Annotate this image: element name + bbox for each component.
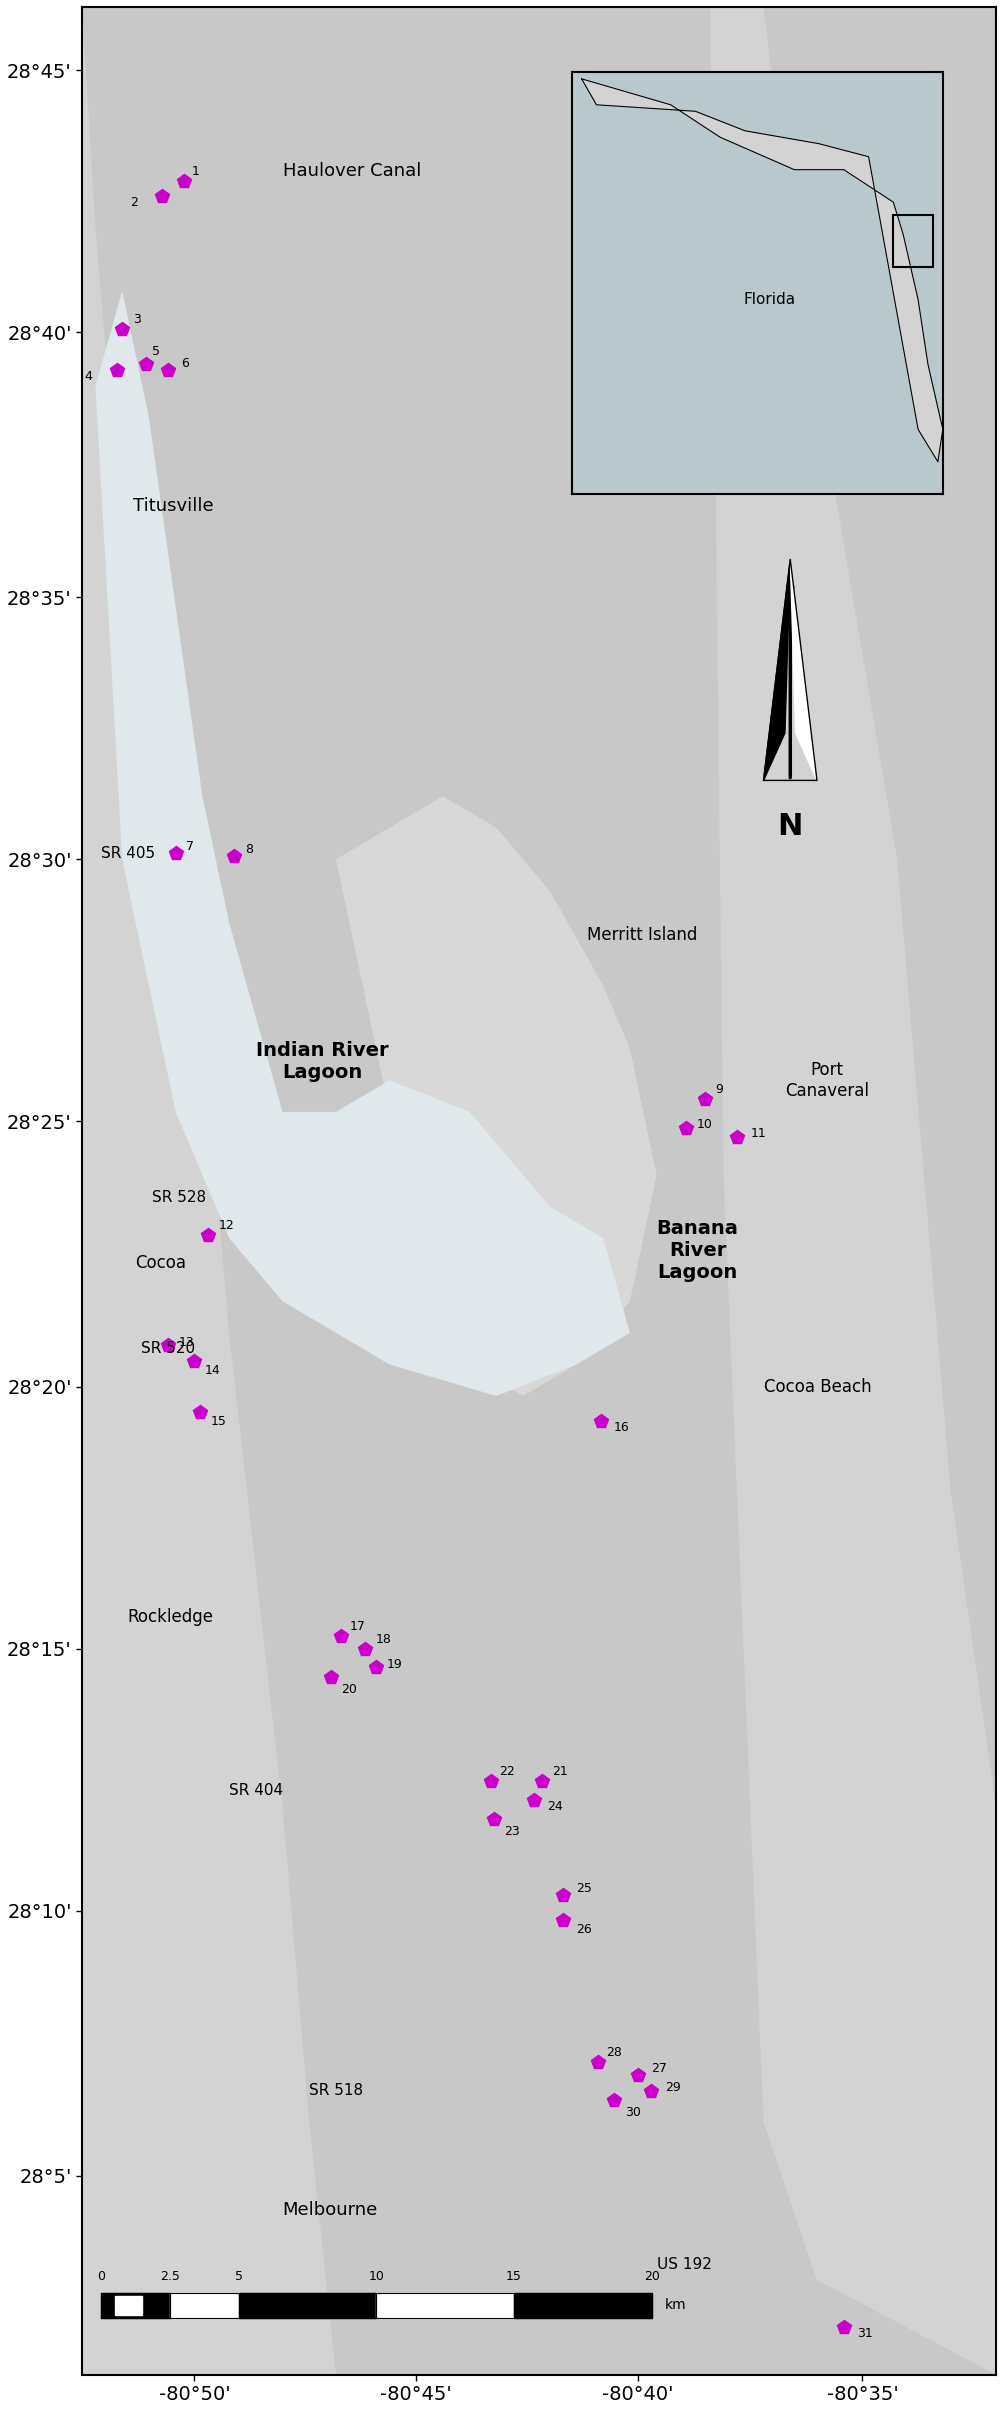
Text: Haulover Canal: Haulover Canal (283, 162, 421, 181)
Text: 29: 29 (664, 2081, 679, 2093)
Polygon shape (790, 559, 817, 781)
Bar (893, 215, 932, 268)
Text: 15: 15 (506, 2271, 521, 2283)
Text: 25: 25 (576, 1883, 592, 1895)
Text: Banana
River
Lagoon: Banana River Lagoon (656, 1220, 737, 1283)
Polygon shape (101, 2293, 169, 2317)
Text: 30: 30 (624, 2107, 640, 2119)
Text: 27: 27 (650, 2061, 666, 2076)
Text: 7: 7 (186, 839, 194, 853)
Text: 15: 15 (210, 1415, 226, 1427)
Text: SR 520: SR 520 (140, 1341, 194, 1355)
Text: SR 404: SR 404 (228, 1784, 283, 1799)
Text: 28: 28 (605, 2047, 621, 2059)
Text: 2: 2 (130, 195, 138, 210)
Polygon shape (95, 292, 629, 1396)
Polygon shape (581, 80, 942, 463)
Polygon shape (514, 2293, 651, 2317)
Polygon shape (238, 2293, 376, 2317)
Text: US 192: US 192 (656, 2257, 710, 2271)
Text: 1: 1 (191, 164, 199, 178)
Text: 12: 12 (218, 1220, 233, 1232)
Text: 3: 3 (132, 313, 140, 325)
Text: Indian River
Lagoon: Indian River Lagoon (256, 1042, 388, 1083)
Text: 13: 13 (178, 1336, 193, 1348)
Text: 24: 24 (546, 1801, 562, 1813)
Text: km: km (664, 2298, 686, 2312)
Text: 17: 17 (349, 1620, 365, 1632)
Text: 19: 19 (387, 1659, 402, 1671)
Text: 9: 9 (714, 1083, 722, 1097)
Text: SR 528: SR 528 (151, 1189, 205, 1206)
Text: 2.5: 2.5 (159, 2271, 179, 2283)
Text: 5: 5 (234, 2271, 242, 2283)
Text: Rockledge: Rockledge (127, 1608, 213, 1625)
Text: 14: 14 (204, 1365, 220, 1377)
Text: 8: 8 (244, 844, 253, 856)
Polygon shape (376, 2293, 514, 2317)
Text: 20: 20 (341, 1683, 357, 1695)
Text: N: N (777, 813, 803, 841)
Text: 21: 21 (552, 1765, 567, 1779)
Polygon shape (763, 559, 790, 781)
Text: 26: 26 (576, 1924, 591, 1936)
Text: SR 518: SR 518 (309, 2083, 363, 2098)
Text: Florida: Florida (742, 292, 795, 306)
Text: 10: 10 (696, 1119, 711, 1131)
Text: Titusville: Titusville (132, 497, 213, 514)
Text: 31: 31 (857, 2327, 872, 2341)
Polygon shape (169, 2293, 238, 2317)
Text: 11: 11 (749, 1128, 766, 1140)
Text: Port
Canaveral: Port Canaveral (785, 1061, 868, 1099)
Polygon shape (114, 2295, 142, 2315)
Text: 16: 16 (613, 1420, 629, 1435)
Text: 5: 5 (151, 345, 159, 357)
Text: SR 405: SR 405 (101, 846, 154, 861)
Text: Cocoa Beach: Cocoa Beach (763, 1377, 871, 1396)
Text: Merritt Island: Merritt Island (586, 926, 696, 945)
Text: 20: 20 (643, 2271, 659, 2283)
Text: Melbourne: Melbourne (283, 2201, 378, 2221)
Text: 10: 10 (368, 2271, 384, 2283)
Text: 22: 22 (499, 1765, 514, 1779)
Text: 23: 23 (504, 1825, 520, 1837)
Polygon shape (709, 7, 995, 2375)
Text: 4: 4 (85, 369, 92, 383)
Text: 18: 18 (376, 1632, 392, 1647)
Text: 6: 6 (180, 357, 188, 371)
Text: Cocoa: Cocoa (135, 1254, 186, 1273)
Text: 0: 0 (97, 2271, 105, 2283)
Polygon shape (82, 7, 336, 2375)
Polygon shape (336, 796, 656, 1396)
